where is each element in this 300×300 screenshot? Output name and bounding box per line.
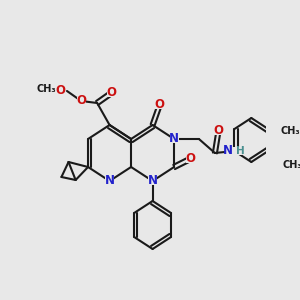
Text: CH₃: CH₃ [281, 126, 300, 136]
Bar [214, 127, 223, 135]
Bar [226, 147, 242, 155]
Text: O: O [214, 124, 224, 137]
Text: O: O [155, 98, 165, 112]
Text: N: N [223, 145, 233, 158]
Text: O: O [185, 152, 195, 166]
Text: O: O [106, 86, 116, 100]
Bar [170, 135, 178, 143]
Text: N: N [148, 175, 158, 188]
Text: O: O [55, 85, 65, 98]
Text: H: H [236, 146, 245, 156]
Text: CH₃: CH₃ [282, 160, 300, 170]
Bar [77, 97, 85, 105]
Bar [155, 101, 164, 109]
Bar [148, 177, 157, 185]
Text: N: N [169, 133, 179, 146]
Bar [107, 89, 116, 97]
Bar [105, 177, 114, 185]
Text: CH₃: CH₃ [37, 84, 56, 94]
Bar [186, 155, 194, 163]
Text: N: N [105, 175, 115, 188]
Text: O: O [76, 94, 86, 107]
